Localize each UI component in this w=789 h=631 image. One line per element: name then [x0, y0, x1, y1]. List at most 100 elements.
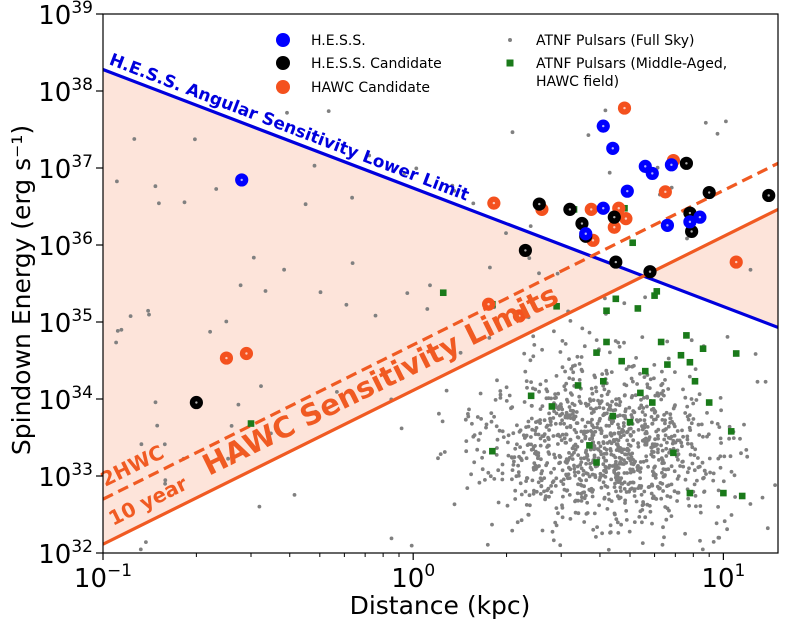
y-tick-label: 1037	[38, 152, 93, 185]
atnf-pulsar-point	[685, 236, 689, 241]
atnf-pulsar-point	[559, 402, 563, 407]
middle-aged-pulsar-point	[599, 377, 607, 385]
atnf-pulsar-point	[529, 416, 534, 421]
atnf-pulsar-point	[631, 430, 636, 434]
atnf-pulsar-point	[613, 481, 617, 486]
atnf-pulsar-point	[636, 441, 640, 446]
middle-aged-pulsar-point	[648, 399, 656, 406]
atnf-pulsar-point	[663, 378, 667, 382]
atnf-pulsar-point	[663, 421, 667, 426]
atnf-pulsar-point	[560, 418, 564, 423]
point-center-dot	[690, 230, 693, 233]
atnf-pulsar-point	[115, 329, 120, 333]
atnf-pulsar-point	[652, 408, 657, 413]
atnf-pulsar-point	[681, 387, 685, 392]
atnf-pulsar-point	[650, 442, 655, 446]
atnf-pulsar-point	[609, 370, 614, 374]
atnf-pulsar-point	[640, 503, 645, 508]
atnf-pulsar-point	[506, 433, 511, 438]
atnf-pulsar-point	[350, 195, 354, 200]
atnf-pulsar-point	[162, 442, 167, 447]
atnf-pulsar-point	[570, 401, 575, 406]
atnf-pulsar-point	[585, 500, 590, 505]
shaded-region	[103, 69, 778, 545]
atnf-pulsar-point	[698, 504, 703, 508]
atnf-pulsar-point	[647, 435, 652, 440]
atnf-pulsar-point	[554, 506, 559, 510]
atnf-pulsar-point	[659, 496, 664, 501]
atnf-pulsar-point	[153, 184, 158, 189]
atnf-pulsar-point	[592, 455, 597, 459]
atnf-pulsar-point	[551, 538, 556, 543]
atnf-pulsar-point	[577, 394, 582, 399]
atnf-pulsar-point	[644, 454, 649, 459]
atnf-pulsar-point	[568, 517, 573, 521]
atnf-pulsar-point	[661, 467, 666, 471]
atnf-pulsar-point	[618, 400, 623, 404]
atnf-pulsar-point	[573, 473, 577, 478]
atnf-pulsar-point	[552, 329, 556, 334]
atnf-pulsar-point	[564, 440, 568, 445]
atnf-pulsar-point	[425, 307, 430, 311]
atnf-pulsar-point	[523, 489, 528, 494]
atnf-pulsar-point	[492, 477, 497, 481]
point-center-dot	[623, 106, 626, 110]
atnf-pulsar-point	[714, 521, 719, 526]
point-center-dot	[591, 239, 595, 242]
atnf-pulsar-point	[400, 376, 405, 381]
atnf-pulsar-point	[649, 491, 654, 496]
atnf-pulsar-point	[489, 411, 494, 415]
middle-aged-pulsar-point	[727, 428, 735, 435]
atnf-pulsar-point	[669, 482, 674, 487]
atnf-pulsar-point	[690, 445, 695, 450]
y-tick-label: 1036	[38, 229, 93, 262]
atnf-pulsar-point	[641, 459, 646, 464]
atnf-pulsar-point	[528, 358, 533, 363]
atnf-pulsar-point	[579, 456, 583, 461]
atnf-pulsar-point	[567, 451, 571, 455]
atnf-pulsar-point	[552, 466, 556, 471]
point-center-dot	[698, 215, 702, 219]
atnf-pulsar-point	[458, 350, 463, 355]
atnf-pulsar-point	[650, 421, 655, 426]
atnf-pulsar-point	[675, 429, 680, 433]
atnf-pulsar-point	[529, 447, 534, 452]
atnf-pulsar-point	[537, 389, 541, 394]
atnf-pulsar-point	[542, 476, 547, 480]
atnf-pulsar-point	[565, 461, 569, 465]
atnf-pulsar-point	[625, 446, 630, 451]
atnf-pulsar-point	[597, 478, 602, 482]
atnf-pulsar-point	[537, 271, 541, 276]
atnf-pulsar-point	[707, 456, 712, 461]
atnf-pulsar-point	[579, 460, 584, 464]
atnf-pulsar-point	[609, 477, 614, 482]
point-center-dot	[735, 260, 738, 264]
atnf-pulsar-point	[563, 388, 568, 392]
legend-marker	[276, 80, 290, 94]
atnf-pulsar-point	[586, 133, 591, 138]
point-center-dot	[590, 208, 593, 211]
point-center-dot	[225, 356, 228, 360]
atnf-pulsar-point	[540, 347, 544, 352]
atnf-pulsar-point	[515, 442, 519, 447]
atnf-pulsar-point	[535, 464, 540, 469]
atnf-pulsar-point	[676, 474, 681, 478]
atnf-pulsar-point	[575, 421, 580, 425]
atnf-pulsar-point	[526, 315, 531, 320]
atnf-pulsar-point	[529, 442, 533, 447]
atnf-pulsar-point	[495, 446, 499, 450]
atnf-pulsar-point	[589, 386, 594, 391]
atnf-pulsar-point	[640, 520, 644, 525]
atnf-pulsar-point	[544, 396, 549, 401]
atnf-pulsar-point	[515, 520, 520, 525]
atnf-pulsar-point	[577, 362, 582, 366]
atnf-pulsar-point	[692, 482, 697, 487]
atnf-pulsar-point	[608, 350, 612, 355]
point-center-dot	[688, 220, 692, 224]
atnf-pulsar-point	[656, 427, 661, 432]
atnf-pulsar-point	[685, 470, 690, 475]
atnf-pulsar-point	[465, 486, 470, 490]
atnf-pulsar-point	[604, 368, 609, 373]
atnf-pulsar-point	[719, 408, 723, 413]
atnf-pulsar-point	[550, 529, 555, 534]
